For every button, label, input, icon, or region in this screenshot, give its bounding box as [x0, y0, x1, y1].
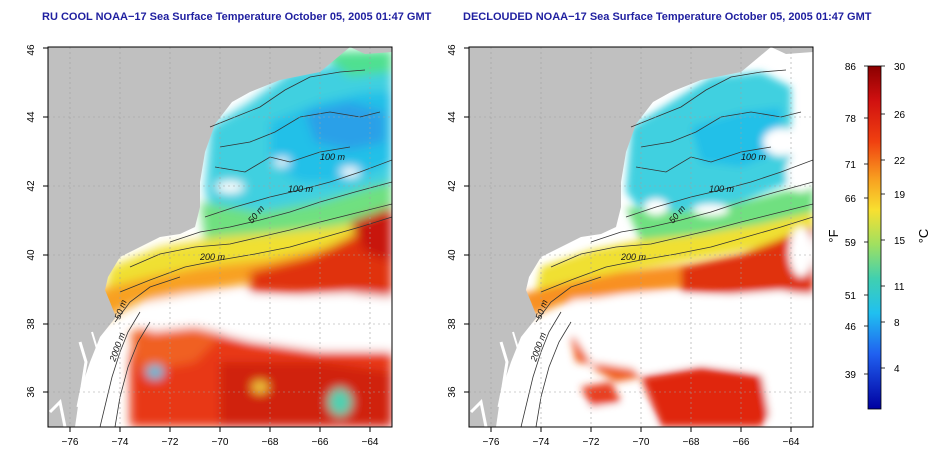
contour-label: 200 m [620, 252, 647, 262]
fahrenheit-tick: 51 [845, 291, 857, 302]
lat-tick-label: 38 [26, 318, 37, 330]
lat-tick-label: 44 [447, 111, 458, 123]
right-map-title: DECLOUDED NOAA−17 Sea Surface Temperatur… [463, 11, 872, 23]
lat-tick-label: 40 [26, 249, 37, 261]
lat-tick-label: 36 [26, 386, 37, 398]
land-mass [48, 47, 350, 427]
lon-tick-label: −74 [533, 437, 550, 448]
celsius-tick: 19 [894, 190, 906, 201]
fahrenheit-tick: 46 [845, 322, 857, 333]
celsius-tick: 30 [894, 62, 906, 73]
celsius-unit-label: °C [916, 229, 931, 244]
contour-label: 100 m [288, 184, 314, 194]
fahrenheit-tick: 39 [845, 370, 857, 381]
sst-field [469, 63, 813, 427]
lon-tick-label: −76 [62, 437, 79, 448]
lon-tick-label: −64 [783, 437, 800, 448]
celsius-tick: 15 [894, 236, 906, 247]
right-sst-map: 100 m 100 m 50 m 200 m 50 m 2000 m −76 −… [447, 44, 814, 448]
lat-tick-label: 38 [447, 318, 458, 330]
lon-tick-label: −76 [483, 437, 500, 448]
fahrenheit-unit-label: °F [828, 229, 841, 242]
lon-tick-label: −72 [162, 437, 179, 448]
lon-tick-label: −64 [362, 437, 379, 448]
lon-tick-label: −72 [583, 437, 600, 448]
left-map-title: RU COOL NOAA−17 Sea Surface Temperature … [42, 11, 432, 23]
lat-tick-label: 36 [447, 386, 458, 398]
land-mass [469, 47, 771, 427]
lat-tick-label: 46 [447, 44, 458, 56]
lon-tick-label: −66 [733, 437, 750, 448]
lon-tick-label: −68 [683, 437, 700, 448]
celsius-tick: 22 [894, 156, 906, 167]
fahrenheit-tick: 71 [845, 160, 857, 171]
graticule [48, 47, 392, 427]
fahrenheit-tick: 86 [845, 62, 857, 73]
graticule [469, 47, 813, 427]
lat-tick-label: 42 [26, 180, 37, 192]
lat-tick-label: 42 [447, 180, 458, 192]
left-sst-map: 100 m 100 m 50 m 200 m 50 m 2000 m −76 − [26, 44, 393, 448]
celsius-tick: 26 [894, 110, 906, 121]
contour-label: 100 m [741, 152, 767, 162]
lat-tick-label: 44 [26, 111, 37, 123]
fahrenheit-tick: 59 [845, 238, 857, 249]
lon-tick-label: −66 [312, 437, 329, 448]
fahrenheit-tick: 78 [845, 114, 857, 125]
lat-tick-label: 40 [447, 249, 458, 261]
colorbar-gradient [867, 65, 882, 410]
contour-label: 100 m [709, 184, 735, 194]
celsius-tick: 11 [894, 282, 905, 293]
lon-tick-label: −74 [112, 437, 129, 448]
lat-tick-label: 46 [26, 44, 37, 56]
celsius-tick: 4 [894, 364, 900, 375]
celsius-tick: 8 [894, 318, 900, 329]
contour-label: 100 m [320, 152, 346, 162]
fahrenheit-tick: 66 [845, 194, 857, 205]
lon-tick-label: −70 [633, 437, 650, 448]
lon-tick-label: −68 [262, 437, 279, 448]
contour-label: 200 m [199, 252, 226, 262]
temperature-colorbar: 86 78 71 66 59 51 46 39 30 26 22 19 15 1… [828, 62, 931, 410]
lon-tick-label: −70 [212, 437, 229, 448]
sst-field [48, 50, 392, 427]
